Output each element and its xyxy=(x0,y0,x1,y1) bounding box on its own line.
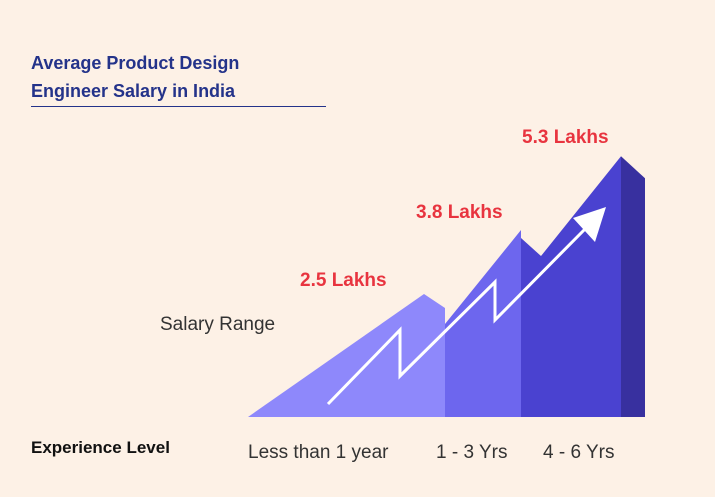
bar-less-than-1-year-shape xyxy=(248,294,445,417)
chart-title-line-2: Engineer Salary in India xyxy=(31,81,236,101)
bar-4-6-yrs-shape xyxy=(521,156,621,418)
value-label-2: 5.3 Lakhs xyxy=(522,127,609,148)
growth-arrow-head xyxy=(573,207,606,242)
x-axis-label: Experience Level xyxy=(31,438,170,457)
y-axis-label: Salary Range xyxy=(160,314,276,335)
value-label-0: 2.5 Lakhs xyxy=(300,270,387,291)
chart-title-line-1: Average Product Design xyxy=(31,53,240,73)
title-underline xyxy=(31,106,326,107)
category-label-1: 1 - 3 Yrs xyxy=(436,442,507,463)
value-label-1: 3.8 Lakhs xyxy=(416,202,503,223)
chart-title: Average Product Design Engineer Salary i… xyxy=(31,49,331,105)
category-label-0: Less than 1 year xyxy=(248,442,389,463)
bar-1-3-yrs-shape xyxy=(424,230,521,417)
growth-arrow-line xyxy=(326,224,590,406)
category-label-2: 4 - 6 Yrs xyxy=(543,442,614,463)
bar-4-6-yrs-side xyxy=(621,156,645,418)
